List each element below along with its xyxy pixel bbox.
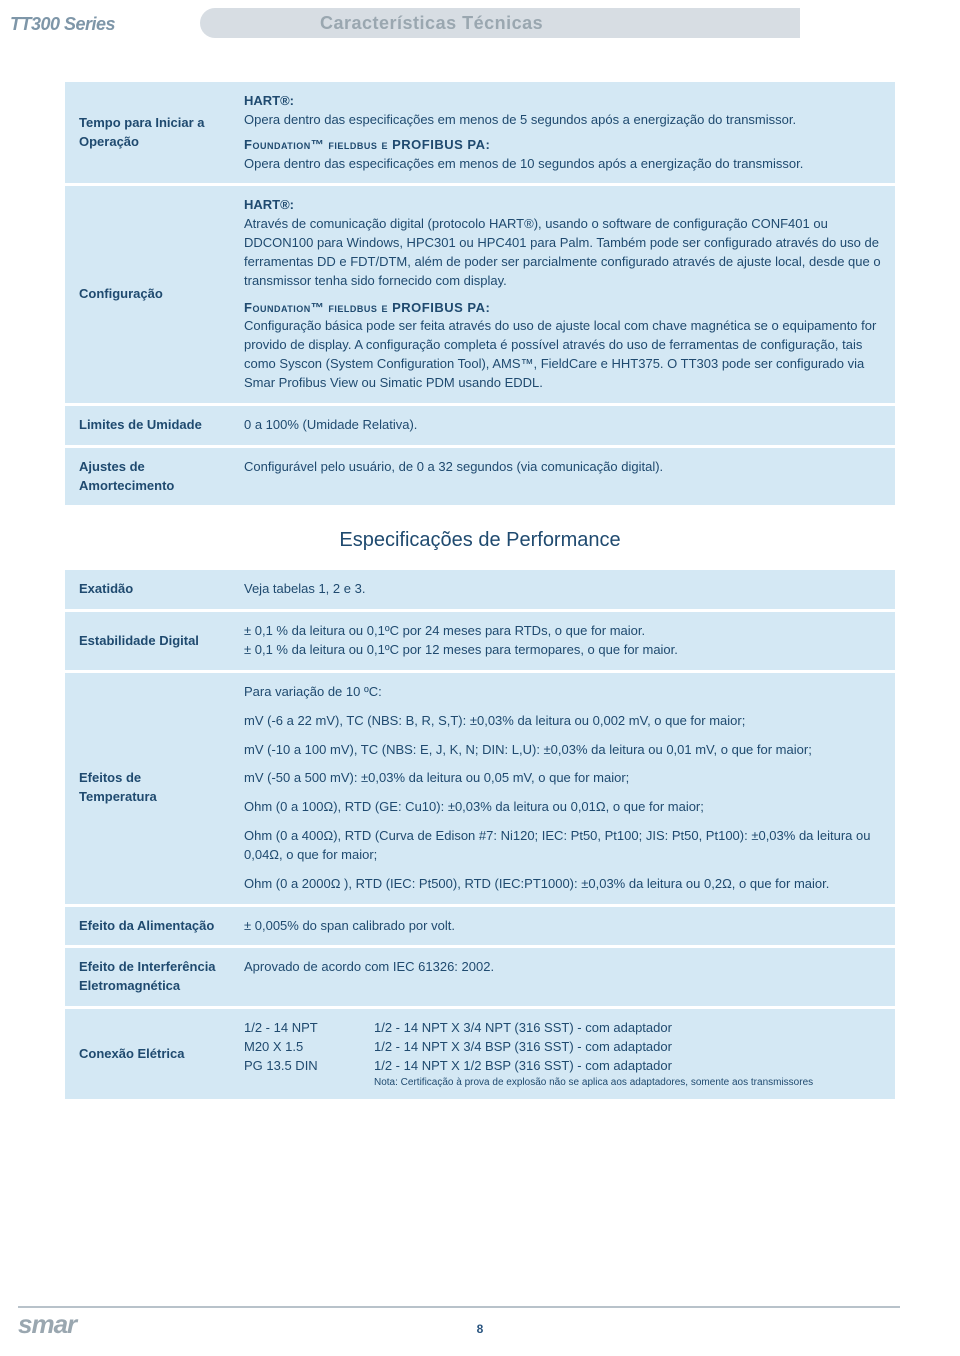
row-value: Aprovado de acordo com IEC 61326: 2002.: [230, 947, 895, 1008]
row-value: HART®: Opera dentro das especificações em…: [230, 82, 895, 185]
table-row: Tempo para Iniciar a Operação HART®: Oper…: [65, 82, 895, 185]
row-label: Limites de Umidade: [65, 404, 230, 446]
footer-rule: [18, 1306, 900, 1308]
page-number: 8: [477, 1322, 484, 1336]
body-text: Configuração básica pode ser feita atrav…: [244, 318, 876, 390]
para: mV (-10 a 100 mV), TC (NBS: E, J, K, N; …: [244, 741, 881, 760]
header-bar: TT300 Series Características Técnicas: [0, 0, 960, 52]
row-label: Exatidão: [65, 570, 230, 610]
line: 1/2 - 14 NPT: [244, 1019, 374, 1038]
body-text: Através de comunicação digital (protocol…: [244, 216, 881, 288]
para: HART®: Através de comunicação digital (pr…: [244, 196, 881, 290]
para: Ohm (0 a 2000Ω ), RTD (IEC: Pt500), RTD …: [244, 875, 881, 894]
line: 1/2 - 14 NPT X 3/4 NPT (316 SST) - com a…: [374, 1019, 881, 1038]
row-label: Efeitos de Temperatura: [65, 671, 230, 905]
line: 1/2 - 14 NPT X 1/2 BSP (316 SST) - com a…: [374, 1057, 881, 1076]
para: mV (-50 a 500 mV): ±0,03% da leitura ou …: [244, 769, 881, 788]
para: Para variação de 10 ºC:: [244, 683, 881, 702]
table-row: Exatidão Veja tabelas 1, 2 e 3.: [65, 570, 895, 610]
table-row: Configuração HART®: Através de comunicaçã…: [65, 185, 895, 404]
row-label: Estabilidade Digital: [65, 611, 230, 672]
table-row: Efeitos de Temperatura Para variação de …: [65, 671, 895, 905]
row-label: Ajustes de Amortecimento: [65, 446, 230, 505]
header-title: Características Técnicas: [320, 13, 543, 34]
row-value: ± 0,1 % da leitura ou 0,1ºC por 24 meses…: [230, 611, 895, 672]
section-title: Especificações de Performance: [65, 505, 895, 570]
row-value: 1/2 - 14 NPT M20 X 1.5 PG 13.5 DIN 1/2 -…: [230, 1008, 895, 1099]
para: Foundation™ fieldbus e PROFIBUS PA: Confi…: [244, 299, 881, 393]
row-label: Efeito de Interferência Eletromagnética: [65, 947, 230, 1008]
footer: smar 8: [0, 1321, 960, 1336]
lead-text: Foundation™ fieldbus e PROFIBUS PA:: [244, 137, 490, 152]
line: 1/2 - 14 NPT X 3/4 BSP (316 SST) - com a…: [374, 1038, 881, 1057]
footer-logo: smar: [18, 1309, 76, 1340]
spec-table-1: Tempo para Iniciar a Operação HART®: Oper…: [65, 82, 895, 505]
series-text: TT300 Series: [10, 14, 115, 35]
lead-text: HART®:: [244, 197, 294, 212]
inner-right: 1/2 - 14 NPT X 3/4 NPT (316 SST) - com a…: [374, 1019, 881, 1089]
table-row: Conexão Elétrica 1/2 - 14 NPT M20 X 1.5 …: [65, 1008, 895, 1099]
row-value: ± 0,005% do span calibrado por volt.: [230, 905, 895, 947]
row-value: Para variação de 10 ºC: mV (-6 a 22 mV),…: [230, 671, 895, 905]
para: HART®: Opera dentro das especificações em…: [244, 92, 881, 130]
table-row: Efeito da Alimentação ± 0,005% do span c…: [65, 905, 895, 947]
para: mV (-6 a 22 mV), TC (NBS: B, R, S,T): ±0…: [244, 712, 881, 731]
table-row: Ajustes de Amortecimento Configurável pe…: [65, 446, 895, 505]
row-value: 0 a 100% (Umidade Relativa).: [230, 404, 895, 446]
table-row: Limites de Umidade 0 a 100% (Umidade Rel…: [65, 404, 895, 446]
table-row: Efeito de Interferência Eletromagnética …: [65, 947, 895, 1008]
row-value: HART®: Através de comunicação digital (pr…: [230, 185, 895, 404]
para: Foundation™ fieldbus e PROFIBUS PA: Opera…: [244, 136, 881, 174]
header-pill: Características Técnicas: [200, 8, 800, 38]
series-badge: TT300 Series: [10, 14, 115, 35]
row-value: Configurável pelo usuário, de 0 a 32 seg…: [230, 446, 895, 505]
lead-text: HART®:: [244, 93, 294, 108]
row-label: Configuração: [65, 185, 230, 404]
content-area: Tempo para Iniciar a Operação HART®: Oper…: [0, 52, 960, 1119]
para: Ohm (0 a 400Ω), RTD (Curva de Edison #7:…: [244, 827, 881, 865]
table-row: Estabilidade Digital ± 0,1 % da leitura …: [65, 611, 895, 672]
line: ± 0,1 % da leitura ou 0,1ºC por 24 meses…: [244, 622, 881, 641]
lead-text: Foundation™ fieldbus e PROFIBUS PA:: [244, 300, 490, 315]
inner-left: 1/2 - 14 NPT M20 X 1.5 PG 13.5 DIN: [244, 1019, 374, 1089]
row-label: Tempo para Iniciar a Operação: [65, 82, 230, 185]
row-label: Conexão Elétrica: [65, 1008, 230, 1099]
body-text: Opera dentro das especificações em menos…: [244, 156, 803, 171]
note-text: Nota: Certificação à prova de explosão n…: [374, 1076, 881, 1089]
body-text: Opera dentro das especificações em menos…: [244, 112, 796, 127]
line: PG 13.5 DIN: [244, 1057, 374, 1076]
row-label: Efeito da Alimentação: [65, 905, 230, 947]
line: M20 X 1.5: [244, 1038, 374, 1057]
row-value: Veja tabelas 1, 2 e 3.: [230, 570, 895, 610]
line: ± 0,1 % da leitura ou 0,1ºC por 12 meses…: [244, 641, 881, 660]
spec-table-2: Exatidão Veja tabelas 1, 2 e 3. Estabili…: [65, 570, 895, 1098]
para: Ohm (0 a 100Ω), RTD (GE: Cu10): ±0,03% d…: [244, 798, 881, 817]
inner-split: 1/2 - 14 NPT M20 X 1.5 PG 13.5 DIN 1/2 -…: [244, 1019, 881, 1089]
